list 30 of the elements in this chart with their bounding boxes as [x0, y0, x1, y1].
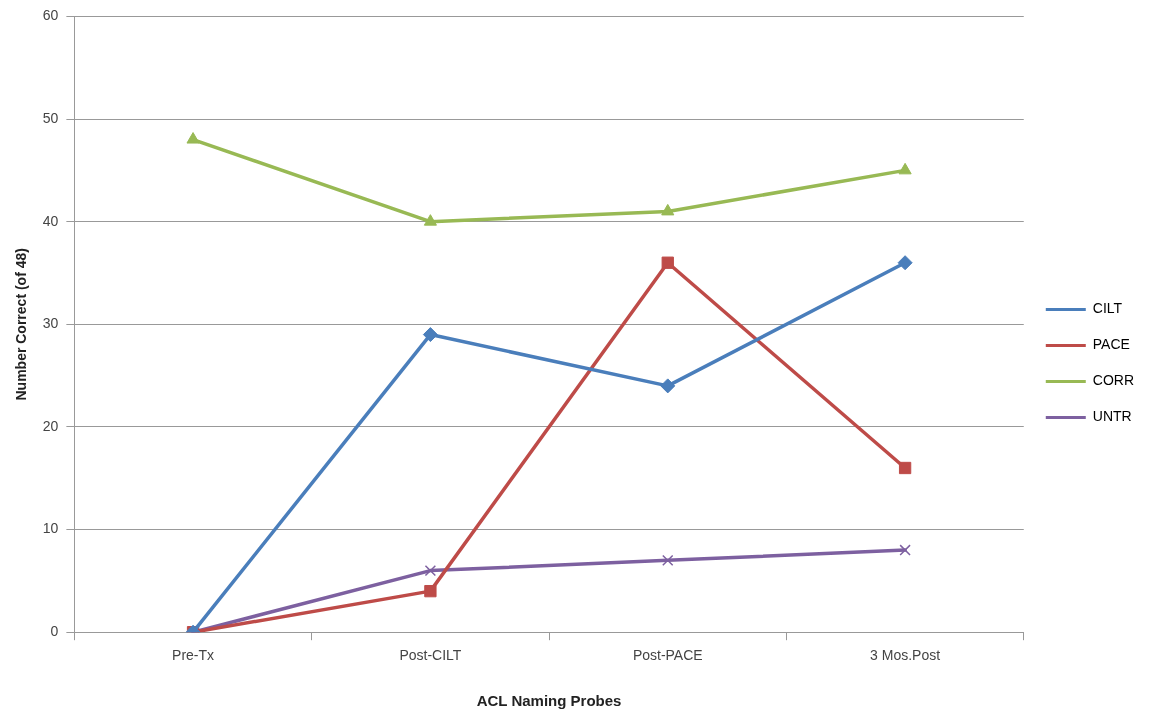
- legend-label: UNTR: [1092, 408, 1132, 425]
- x-tick-label: 3 Mos.Post: [870, 647, 941, 664]
- y-tick-label: 50: [42, 109, 59, 126]
- x-tick-label: Pre-Tx: [172, 647, 215, 664]
- legend-label: CORR: [1092, 372, 1135, 389]
- point: [898, 162, 912, 175]
- point: [660, 378, 676, 394]
- y-axis-title: Number Correct (of 48): [13, 248, 30, 401]
- y-tick-label: 30: [42, 315, 59, 332]
- y-tick-label: 40: [42, 212, 59, 229]
- x-tick-label: Post-CILT: [399, 647, 462, 664]
- point: [423, 214, 437, 226]
- point: [661, 256, 674, 269]
- point: [897, 255, 913, 271]
- y-tick-label: 60: [42, 7, 59, 24]
- point: [898, 461, 912, 475]
- point: [422, 327, 438, 343]
- point: [662, 554, 674, 567]
- y-tick-label: 10: [42, 520, 59, 537]
- y-tick-label: 20: [42, 417, 59, 434]
- y-tick-label: 0: [50, 623, 59, 640]
- point: [424, 584, 437, 598]
- x-tick-label: Post-PACE: [632, 647, 703, 664]
- point: [186, 132, 200, 144]
- x-axis-title: ACL Naming Probes: [476, 692, 622, 710]
- point: [899, 544, 911, 556]
- legend-label: PACE: [1092, 336, 1130, 353]
- point: [661, 203, 675, 216]
- legend-label: CILT: [1092, 300, 1123, 317]
- point: [424, 564, 437, 577]
